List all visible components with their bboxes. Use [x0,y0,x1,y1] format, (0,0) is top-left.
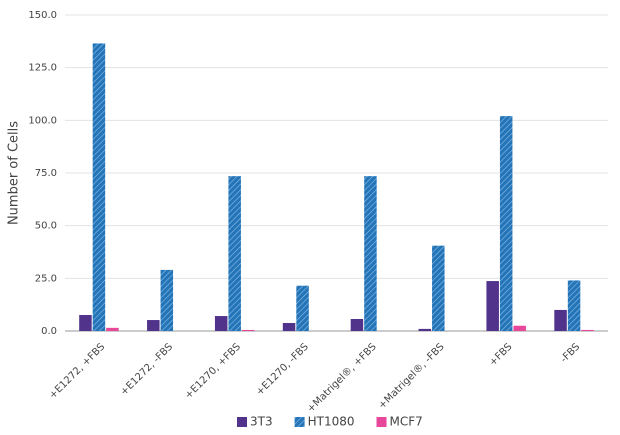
bar [160,269,174,331]
x-tick-label: +E1272, -FBS [119,341,176,398]
legend-swatch [376,417,387,427]
bar [432,245,445,331]
y-tick-label: 150.0 [28,10,57,21]
bar [567,280,581,331]
bar [486,281,499,331]
x-tick-label: +Matrigel®, -FBS [377,341,447,411]
bar [554,309,567,331]
legend-swatch [294,417,305,427]
bar [79,314,92,331]
x-tick-label: -FBS [559,341,583,365]
bar [513,325,526,331]
bar [499,116,513,332]
y-tick-label: 25.0 [35,273,57,284]
legend-swatch [237,417,247,427]
bar [296,285,309,331]
bar [418,328,432,331]
legend-label: HT1080 [308,415,355,429]
bar [581,329,594,331]
y-tick-label: 100.0 [28,115,57,126]
legend-label: 3T3 [250,415,273,429]
bar [228,176,241,331]
y-tick-label: 75.0 [35,168,57,179]
x-tick-label: +E1270, -FBS [254,341,311,398]
bar [350,318,364,331]
x-tick-label: +E1270, +FBS [183,341,243,401]
y-tick-label: 50.0 [35,221,57,232]
x-tick-label: +Matrigel®, +FBS [305,341,378,414]
y-tick-label: 125.0 [28,63,57,74]
bar [147,320,160,331]
legend-label: MCF7 [390,415,423,429]
x-tick-label: +E1272, +FBS [47,341,107,401]
x-tick-label: +FBS [487,341,514,368]
bar [214,316,228,331]
y-tick-label: 0.0 [41,326,57,337]
bar [92,43,106,331]
bar [241,329,255,331]
bar [364,176,377,331]
bar [282,322,296,331]
y-axis-title: Number of Cells [7,121,22,225]
bar [106,327,119,331]
